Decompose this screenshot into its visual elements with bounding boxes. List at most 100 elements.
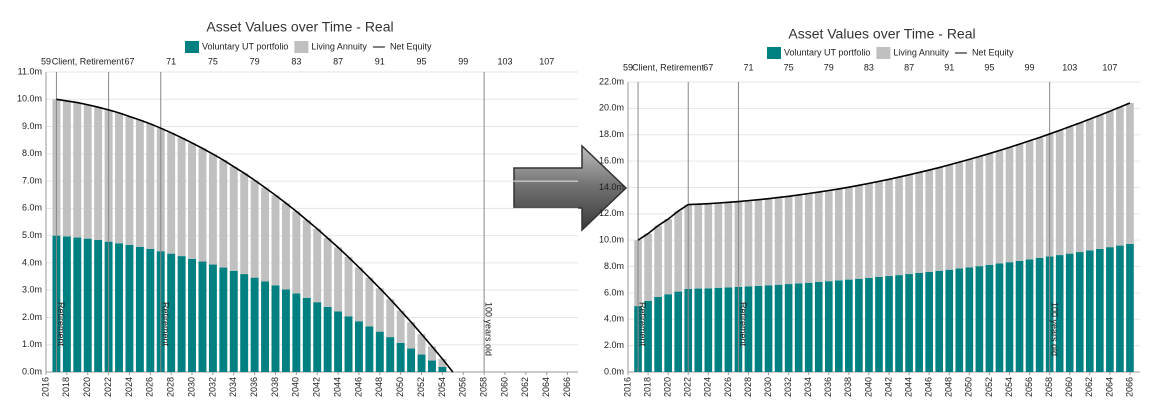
annotation: 100 years old (1049, 302, 1059, 356)
x-tick-label: 2042 (883, 377, 893, 397)
bar (229, 166, 238, 271)
bar (1075, 252, 1084, 372)
annotation: Retirement (160, 302, 170, 347)
bar (125, 244, 134, 372)
legend-swatch (185, 41, 199, 53)
x2-tick-label: 91 (944, 62, 954, 72)
x-tick-label: 2046 (924, 377, 934, 397)
x2-tick-label: 87 (904, 62, 914, 72)
bar (281, 203, 290, 290)
x-tick-label: 2044 (903, 377, 913, 397)
bar (1106, 111, 1114, 248)
x2-tick-label: 71 (743, 62, 753, 72)
bar (135, 246, 144, 372)
y-tick-label: 8.0m (22, 148, 42, 158)
bar (1065, 126, 1074, 254)
bar (146, 249, 155, 372)
x-tick-label: 2016 (622, 377, 632, 397)
bar (995, 150, 1004, 264)
bar (1075, 122, 1084, 253)
bar (664, 219, 672, 295)
bar (208, 264, 217, 372)
bar (925, 271, 933, 372)
bar (865, 277, 873, 372)
x2-tick-label: Client, Retirement (52, 56, 125, 66)
bar (417, 334, 426, 355)
bar (1096, 248, 1104, 372)
bar (895, 275, 903, 372)
x-tick-label: 2038 (843, 377, 853, 397)
y-tick-label: 16.0m (599, 155, 624, 165)
bar (764, 198, 773, 286)
bar (115, 112, 123, 244)
legend-label: Living Annuity (893, 47, 949, 57)
x-tick-label: 2042 (312, 377, 322, 397)
x-tick-label: 2050 (964, 377, 974, 397)
bar (198, 148, 207, 262)
x-tick-label: 2028 (743, 377, 753, 397)
bar (219, 267, 228, 372)
x-tick-label: 2056 (1024, 377, 1034, 397)
bar (1055, 130, 1064, 256)
legend-swatch (294, 41, 309, 53)
bar (73, 237, 82, 372)
legend-label: Voluntary UT portfolio (784, 47, 870, 57)
bar (1096, 115, 1104, 249)
bar (1085, 119, 1094, 251)
bar (644, 233, 652, 301)
bar (396, 342, 405, 372)
x-tick-label: 2024 (703, 377, 713, 397)
bar (845, 279, 853, 372)
y-tick-label: 6.0m (604, 287, 624, 297)
y-tick-label: 4.0m (604, 314, 624, 324)
y-tick-label: 18.0m (599, 129, 624, 139)
bar (945, 164, 954, 270)
bar (229, 270, 238, 372)
chart: Asset Values over Time - Real Voluntary U… (17, 19, 578, 397)
legend-swatch (767, 47, 781, 59)
bar (804, 282, 813, 372)
y-tick-label: 5.0m (22, 230, 42, 240)
x-tick-label: 2018 (642, 377, 652, 397)
x-tick-label: 2060 (499, 377, 509, 397)
bar (344, 257, 353, 317)
bar (250, 277, 259, 372)
bar (975, 266, 984, 372)
bar (875, 181, 883, 277)
bar (754, 285, 763, 372)
y-tick-label: 14.0m (599, 182, 624, 192)
bar (240, 274, 249, 372)
x-tick-label: 2052 (416, 377, 426, 397)
bar (438, 366, 447, 372)
y-tick-label: 9.0m (22, 121, 42, 131)
bar (323, 238, 332, 307)
bar (135, 120, 144, 247)
bar (955, 268, 964, 372)
x2-tick-label: 99 (1025, 62, 1035, 72)
bar (835, 188, 843, 281)
bar (292, 293, 301, 372)
bar (794, 194, 803, 284)
bar (1035, 257, 1044, 372)
x-tick-label: 2040 (863, 377, 873, 397)
x-tick-label: 2058 (478, 377, 488, 397)
bar (302, 220, 311, 298)
bar (271, 195, 280, 286)
x-tick-label: 2058 (1044, 377, 1054, 397)
x-tick-label: 2020 (663, 377, 673, 397)
bar (115, 243, 123, 372)
x-tick-label: 2026 (723, 377, 733, 397)
x2-tick-label: 75 (208, 56, 218, 66)
bar (365, 326, 374, 372)
bar (1085, 250, 1094, 372)
x2-tick-label: 67 (124, 56, 134, 66)
x2-tick-label: 103 (497, 56, 512, 66)
x-tick-label: 2032 (207, 377, 217, 397)
bar (1035, 137, 1044, 258)
x-tick-label: 2052 (984, 377, 994, 397)
bar (824, 281, 833, 372)
bar (188, 258, 197, 372)
x-tick-label: 2062 (1084, 377, 1094, 397)
bar (250, 180, 259, 278)
bar (714, 203, 723, 288)
